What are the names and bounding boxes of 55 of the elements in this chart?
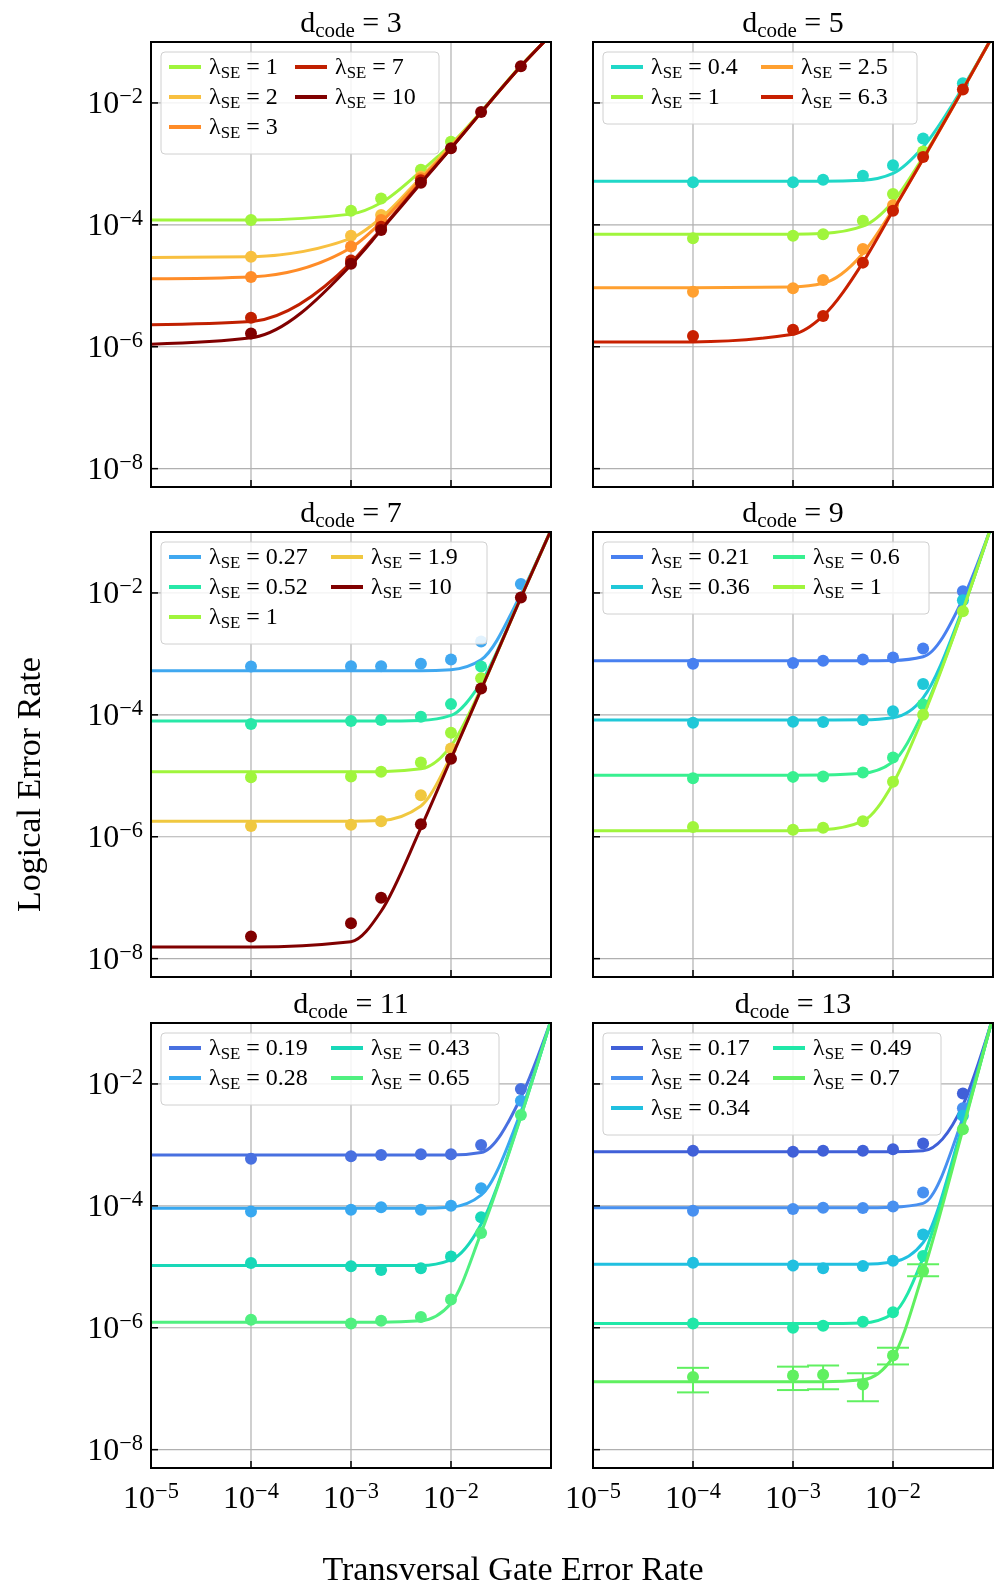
x-tick-label: 10$^{−4}$	[665, 1478, 721, 1515]
y-tick-label: 10$^{−8}$	[87, 1429, 143, 1467]
chart-title: d$_{code}$ = 5	[742, 5, 844, 43]
y-tick-label: 10$^{−2}$	[87, 573, 143, 610]
x-axis-title: Transversal Gate Error Rate	[322, 1550, 704, 1587]
legend-label: λ$_{SE}$ = 0.6	[813, 543, 900, 573]
legend-label: λ$_{SE}$ = 1	[651, 83, 720, 113]
y-tick-label: 10$^{−4}$	[87, 1185, 143, 1223]
y-tick-label: 10$^{−6}$	[87, 816, 143, 854]
chart-title: d$_{code}$ = 9	[742, 495, 844, 533]
y-tick-label: 10$^{−4}$	[87, 204, 143, 242]
legend-label: λ$_{SE}$ = 0.17	[651, 1034, 750, 1064]
y-tick-label: 10$^{−6}$	[87, 326, 143, 364]
chart-title: d$_{code}$ = 11	[293, 986, 409, 1024]
legend-label: λ$_{SE}$ = 0.36	[651, 573, 750, 603]
legend-label: λ$_{SE}$ = 6.3	[801, 83, 888, 113]
legend-label: λ$_{SE}$ = 2	[209, 83, 278, 113]
legend-label: λ$_{SE}$ = 1	[209, 603, 278, 633]
y-tick-label: 10$^{−2}$	[87, 83, 143, 120]
legend-label: λ$_{SE}$ = 0.34	[651, 1094, 750, 1124]
legend-label: λ$_{SE}$ = 3	[209, 113, 278, 143]
legend-label: λ$_{SE}$ = 0.43	[371, 1034, 470, 1064]
legend-label: λ$_{SE}$ = 0.4	[651, 53, 738, 83]
legend-label: λ$_{SE}$ = 7	[335, 53, 404, 83]
legend-label: λ$_{SE}$ = 0.27	[209, 543, 308, 573]
y-tick-label: 10$^{−8}$	[87, 448, 143, 486]
x-tick-label: 10$^{−5}$	[565, 1478, 621, 1515]
y-axis-title: Logical Error Rate	[10, 657, 47, 912]
chart-title: d$_{code}$ = 13	[734, 986, 852, 1024]
legend-label: λ$_{SE}$ = 0.65	[371, 1064, 470, 1094]
y-tick-label: 10$^{−8}$	[87, 938, 143, 976]
legend-label: λ$_{SE}$ = 2.5	[801, 53, 888, 83]
chart-title: d$_{code}$ = 3	[300, 5, 402, 43]
legend-label: λ$_{SE}$ = 10	[335, 83, 416, 113]
legend-label: λ$_{SE}$ = 0.21	[651, 543, 750, 573]
x-tick-label: 10$^{−5}$	[123, 1478, 179, 1515]
legend-label: λ$_{SE}$ = 0.7	[813, 1064, 900, 1094]
legend-label: λ$_{SE}$ = 0.24	[651, 1064, 750, 1094]
y-tick-label: 10$^{−2}$	[87, 1064, 143, 1101]
x-tick-label: 10$^{−3}$	[323, 1478, 379, 1515]
legend-label: λ$_{SE}$ = 1	[209, 53, 278, 83]
x-tick-label: 10$^{−4}$	[223, 1478, 279, 1515]
legend-label: λ$_{SE}$ = 0.49	[813, 1034, 912, 1064]
x-tick-label: 10$^{−3}$	[765, 1478, 821, 1515]
x-tick-label: 10$^{−2}$	[865, 1478, 921, 1515]
legend-label: λ$_{SE}$ = 1	[813, 573, 882, 603]
legend-label: λ$_{SE}$ = 0.28	[209, 1064, 308, 1094]
chart-title: d$_{code}$ = 7	[300, 495, 402, 533]
y-tick-label: 10$^{−6}$	[87, 1307, 143, 1345]
legend-label: λ$_{SE}$ = 0.52	[209, 573, 308, 603]
legend-label: λ$_{SE}$ = 0.19	[209, 1034, 308, 1064]
legend-label: λ$_{SE}$ = 1.9	[371, 543, 458, 573]
legend-label: λ$_{SE}$ = 10	[371, 573, 452, 603]
y-tick-label: 10$^{−4}$	[87, 694, 143, 732]
x-tick-label: 10$^{−2}$	[423, 1478, 479, 1515]
